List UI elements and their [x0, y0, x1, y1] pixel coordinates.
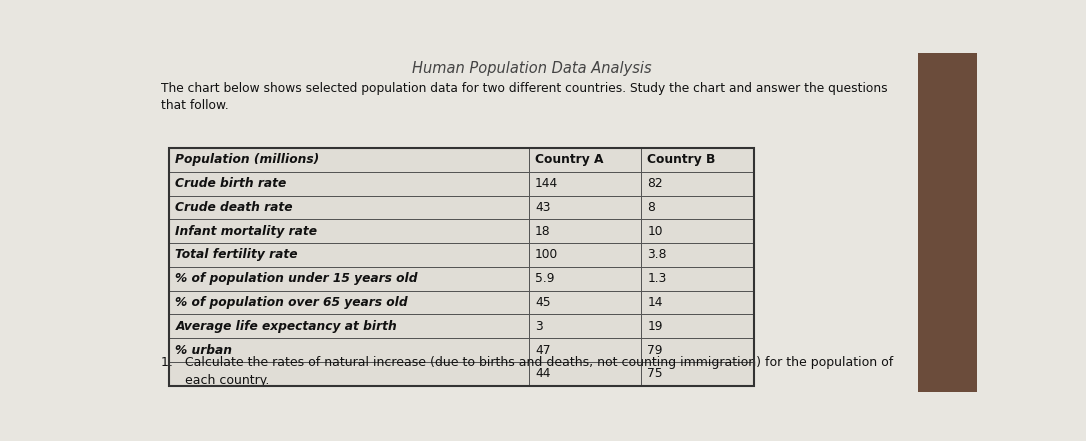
Bar	[529, 314, 642, 338]
Bar	[529, 362, 642, 386]
Text: Total fertility rate: Total fertility rate	[175, 248, 298, 262]
Text: 43: 43	[535, 201, 551, 214]
Bar	[529, 172, 642, 195]
Bar	[529, 314, 642, 338]
Bar	[529, 338, 642, 362]
Bar	[169, 172, 529, 195]
Bar	[642, 338, 755, 362]
Text: 44: 44	[535, 367, 551, 380]
Text: Country B: Country B	[647, 153, 716, 166]
Bar	[169, 291, 529, 314]
Bar	[642, 243, 755, 267]
Bar	[169, 219, 529, 243]
Text: 19: 19	[647, 320, 662, 333]
Bar	[642, 195, 755, 219]
Bar	[529, 362, 642, 386]
Bar	[529, 148, 642, 172]
Bar	[919, 53, 977, 392]
Bar	[169, 243, 529, 267]
Bar	[642, 267, 755, 291]
Text: Crude birth rate: Crude birth rate	[175, 177, 287, 190]
Bar	[642, 148, 755, 172]
Bar	[169, 148, 755, 386]
Text: 1.3: 1.3	[647, 272, 667, 285]
Bar	[529, 338, 642, 362]
Bar	[169, 362, 529, 386]
Bar	[529, 219, 642, 243]
Bar	[169, 195, 529, 219]
Bar	[642, 243, 755, 267]
Bar	[529, 195, 642, 219]
Bar	[529, 291, 642, 314]
Bar	[642, 314, 755, 338]
Bar	[642, 267, 755, 291]
Bar	[169, 338, 529, 362]
Bar	[169, 195, 529, 219]
Text: Infant mortality rate: Infant mortality rate	[175, 225, 317, 238]
Text: 14: 14	[647, 296, 662, 309]
Bar	[529, 243, 642, 267]
Bar	[529, 195, 642, 219]
Bar	[529, 219, 642, 243]
Bar	[169, 314, 529, 338]
Bar	[642, 362, 755, 386]
Bar	[642, 362, 755, 386]
Text: Population (millions): Population (millions)	[175, 153, 319, 166]
Text: 1.   Calculate the rates of natural increase (due to births and deaths, not coun: 1. Calculate the rates of natural increa…	[161, 356, 894, 387]
Bar	[642, 338, 755, 362]
Bar	[642, 195, 755, 219]
Text: 18: 18	[535, 225, 551, 238]
Bar	[642, 291, 755, 314]
Bar	[169, 291, 529, 314]
Text: % urban: % urban	[175, 344, 232, 356]
Text: Crude death rate: Crude death rate	[175, 201, 293, 214]
Text: Country A: Country A	[535, 153, 604, 166]
Bar	[642, 219, 755, 243]
Bar	[169, 148, 529, 172]
Text: % of population over 65 years old: % of population over 65 years old	[175, 296, 408, 309]
Bar	[169, 314, 529, 338]
Bar	[642, 291, 755, 314]
Bar	[169, 148, 529, 172]
Bar	[529, 291, 642, 314]
Bar	[169, 338, 529, 362]
Text: Human Population Data Analysis: Human Population Data Analysis	[412, 61, 652, 76]
Bar	[642, 314, 755, 338]
Bar	[529, 148, 642, 172]
Text: 10: 10	[647, 225, 662, 238]
Text: 8: 8	[647, 201, 655, 214]
Bar	[642, 148, 755, 172]
Text: % of population under 15 years old: % of population under 15 years old	[175, 272, 418, 285]
Text: 3.8: 3.8	[647, 248, 667, 262]
Bar	[169, 267, 529, 291]
Text: The chart below shows selected population data for two different countries. Stud: The chart below shows selected populatio…	[161, 82, 887, 112]
Bar	[642, 219, 755, 243]
Bar	[169, 243, 529, 267]
Text: 47: 47	[535, 344, 551, 356]
Bar	[169, 219, 529, 243]
Text: 45: 45	[535, 296, 551, 309]
Bar	[529, 172, 642, 195]
Text: 79: 79	[647, 344, 662, 356]
Bar	[529, 243, 642, 267]
Text: 5.9: 5.9	[535, 272, 555, 285]
Text: 100: 100	[535, 248, 558, 262]
Bar	[169, 267, 529, 291]
Text: 75: 75	[647, 367, 662, 380]
Text: 3: 3	[535, 320, 543, 333]
Text: 82: 82	[647, 177, 662, 190]
Bar	[529, 267, 642, 291]
Bar	[169, 172, 529, 195]
Bar	[642, 172, 755, 195]
Bar	[169, 362, 529, 386]
Bar	[529, 267, 642, 291]
Bar	[642, 172, 755, 195]
Text: 144: 144	[535, 177, 558, 190]
Text: Average life expectancy at birth: Average life expectancy at birth	[175, 320, 397, 333]
